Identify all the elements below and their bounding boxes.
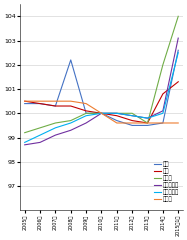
理容	[85, 109, 87, 112]
パーマ	[116, 112, 118, 115]
理容	[54, 105, 56, 108]
総合	[177, 49, 179, 52]
エステ	[39, 100, 41, 103]
理容	[146, 121, 149, 124]
総合	[70, 59, 72, 61]
ヘアカラー	[24, 141, 26, 144]
総合	[162, 121, 164, 124]
理容	[24, 100, 26, 103]
パーマ	[100, 112, 103, 115]
ヘアカラー	[162, 112, 164, 115]
Line: ヘアカラー: ヘアカラー	[25, 53, 178, 142]
ヘアカラー	[70, 121, 72, 124]
総合	[116, 119, 118, 122]
エステ	[54, 100, 56, 103]
ヘアカット	[85, 121, 87, 124]
パーマ	[24, 131, 26, 134]
理容	[100, 112, 103, 115]
ヘアカラー	[116, 112, 118, 115]
エステ	[146, 121, 149, 124]
総合	[131, 124, 133, 127]
総合	[100, 112, 103, 115]
Legend: 総合, 理容, パーマ, ヘアカット, ヘアカラー, エステ: 総合, 理容, パーマ, ヘアカット, ヘアカラー, エステ	[153, 161, 180, 203]
ヘアカット	[177, 37, 179, 40]
ヘアカット	[162, 109, 164, 112]
エステ	[177, 121, 179, 124]
エステ	[100, 112, 103, 115]
パーマ	[54, 121, 56, 124]
パーマ	[85, 112, 87, 115]
エステ	[70, 100, 72, 103]
ヘアカラー	[131, 114, 133, 117]
ヘアカット	[54, 134, 56, 137]
エステ	[85, 102, 87, 105]
理容	[177, 80, 179, 83]
理容	[162, 92, 164, 95]
Line: 理容: 理容	[25, 82, 178, 123]
エステ	[116, 121, 118, 124]
パーマ	[39, 126, 41, 129]
理容	[116, 114, 118, 117]
ヘアカット	[116, 112, 118, 115]
総合	[24, 102, 26, 105]
ヘアカット	[146, 117, 149, 120]
ヘアカラー	[177, 51, 179, 54]
Line: 総合: 総合	[25, 50, 178, 126]
パーマ	[162, 63, 164, 66]
総合	[146, 124, 149, 127]
エステ	[131, 121, 133, 124]
ヘアカット	[131, 114, 133, 117]
ヘアカラー	[85, 114, 87, 117]
理容	[39, 102, 41, 105]
エステ	[162, 121, 164, 124]
ヘアカット	[70, 129, 72, 132]
ヘアカラー	[146, 117, 149, 120]
総合	[54, 105, 56, 108]
ヘアカラー	[100, 112, 103, 115]
パーマ	[146, 121, 149, 124]
総合	[85, 112, 87, 115]
理容	[70, 105, 72, 108]
パーマ	[131, 112, 133, 115]
ヘアカラー	[39, 134, 41, 137]
理容	[131, 119, 133, 122]
ヘアカット	[24, 143, 26, 146]
ヘアカット	[100, 112, 103, 115]
パーマ	[70, 119, 72, 122]
ヘアカラー	[54, 126, 56, 129]
Line: パーマ: パーマ	[25, 16, 178, 133]
総合	[39, 102, 41, 105]
パーマ	[177, 15, 179, 18]
Line: エステ: エステ	[25, 101, 178, 123]
エステ	[24, 100, 26, 103]
ヘアカット	[39, 141, 41, 144]
Line: ヘアカット: ヘアカット	[25, 38, 178, 145]
